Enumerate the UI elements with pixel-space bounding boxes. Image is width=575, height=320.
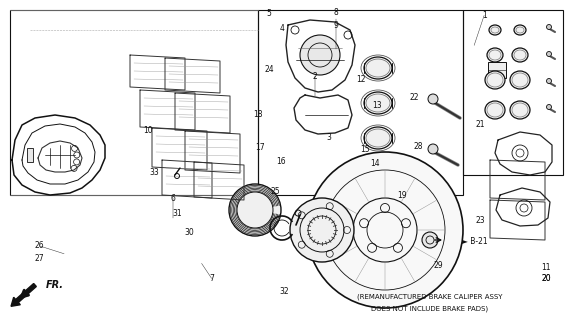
Text: 1: 1	[482, 11, 486, 20]
Text: 18: 18	[253, 110, 262, 119]
Ellipse shape	[514, 25, 526, 35]
Text: 31: 31	[172, 209, 182, 218]
Text: 17: 17	[255, 143, 264, 152]
Text: 32: 32	[280, 287, 289, 296]
Text: ► B-21: ► B-21	[462, 236, 488, 245]
Ellipse shape	[510, 101, 530, 119]
Ellipse shape	[512, 48, 528, 62]
Circle shape	[290, 198, 354, 262]
Circle shape	[307, 152, 463, 308]
Text: 3: 3	[327, 133, 331, 142]
Ellipse shape	[364, 127, 392, 149]
Circle shape	[546, 52, 551, 57]
Circle shape	[428, 144, 438, 154]
Ellipse shape	[364, 92, 392, 114]
Circle shape	[546, 105, 551, 109]
Text: 20: 20	[542, 274, 551, 283]
Circle shape	[546, 25, 551, 29]
Text: 6: 6	[170, 194, 175, 203]
Ellipse shape	[489, 25, 501, 35]
Ellipse shape	[510, 71, 530, 89]
Text: 21: 21	[476, 120, 485, 129]
Text: 10: 10	[144, 126, 153, 135]
Text: 30: 30	[185, 228, 194, 237]
FancyArrow shape	[11, 284, 36, 306]
Text: 12: 12	[356, 75, 366, 84]
Ellipse shape	[485, 101, 505, 119]
Text: 27: 27	[34, 254, 44, 263]
Text: 4: 4	[279, 24, 284, 33]
Text: 25: 25	[270, 188, 279, 196]
Bar	[27, 148, 33, 162]
Text: 22: 22	[409, 93, 419, 102]
Circle shape	[422, 232, 438, 248]
Text: 33: 33	[150, 168, 159, 177]
Text: 23: 23	[476, 216, 485, 225]
Ellipse shape	[487, 48, 503, 62]
Text: 24: 24	[264, 65, 274, 74]
Text: 16: 16	[276, 157, 285, 166]
Text: 29: 29	[434, 261, 443, 270]
Text: 11: 11	[542, 263, 551, 272]
Text: DOES NOT INCLUDE BRAKE PADS): DOES NOT INCLUDE BRAKE PADS)	[371, 306, 489, 312]
Ellipse shape	[485, 71, 505, 89]
Text: 28: 28	[414, 142, 423, 151]
Text: 14: 14	[370, 159, 380, 168]
Text: 20: 20	[542, 274, 551, 283]
Text: 15: 15	[361, 145, 370, 154]
Ellipse shape	[364, 57, 392, 79]
Circle shape	[428, 94, 438, 104]
Bar	[10, 10, 258, 195]
Text: (REMANUFACTURED BRAKE CALIPER ASSY: (REMANUFACTURED BRAKE CALIPER ASSY	[357, 294, 503, 300]
Text: 2: 2	[313, 72, 317, 81]
Bar	[463, 10, 563, 175]
Text: 5: 5	[267, 9, 271, 18]
Circle shape	[300, 35, 340, 75]
Text: 9: 9	[334, 21, 339, 30]
Text: 19: 19	[398, 191, 407, 200]
Text: 8: 8	[334, 8, 339, 17]
Text: 26: 26	[34, 241, 44, 250]
Bar	[258, 10, 463, 195]
Text: 13: 13	[372, 101, 381, 110]
Text: 7: 7	[209, 274, 214, 283]
Circle shape	[229, 184, 281, 236]
Circle shape	[546, 78, 551, 84]
Text: FR.: FR.	[46, 280, 64, 290]
Bar	[488, 62, 506, 78]
